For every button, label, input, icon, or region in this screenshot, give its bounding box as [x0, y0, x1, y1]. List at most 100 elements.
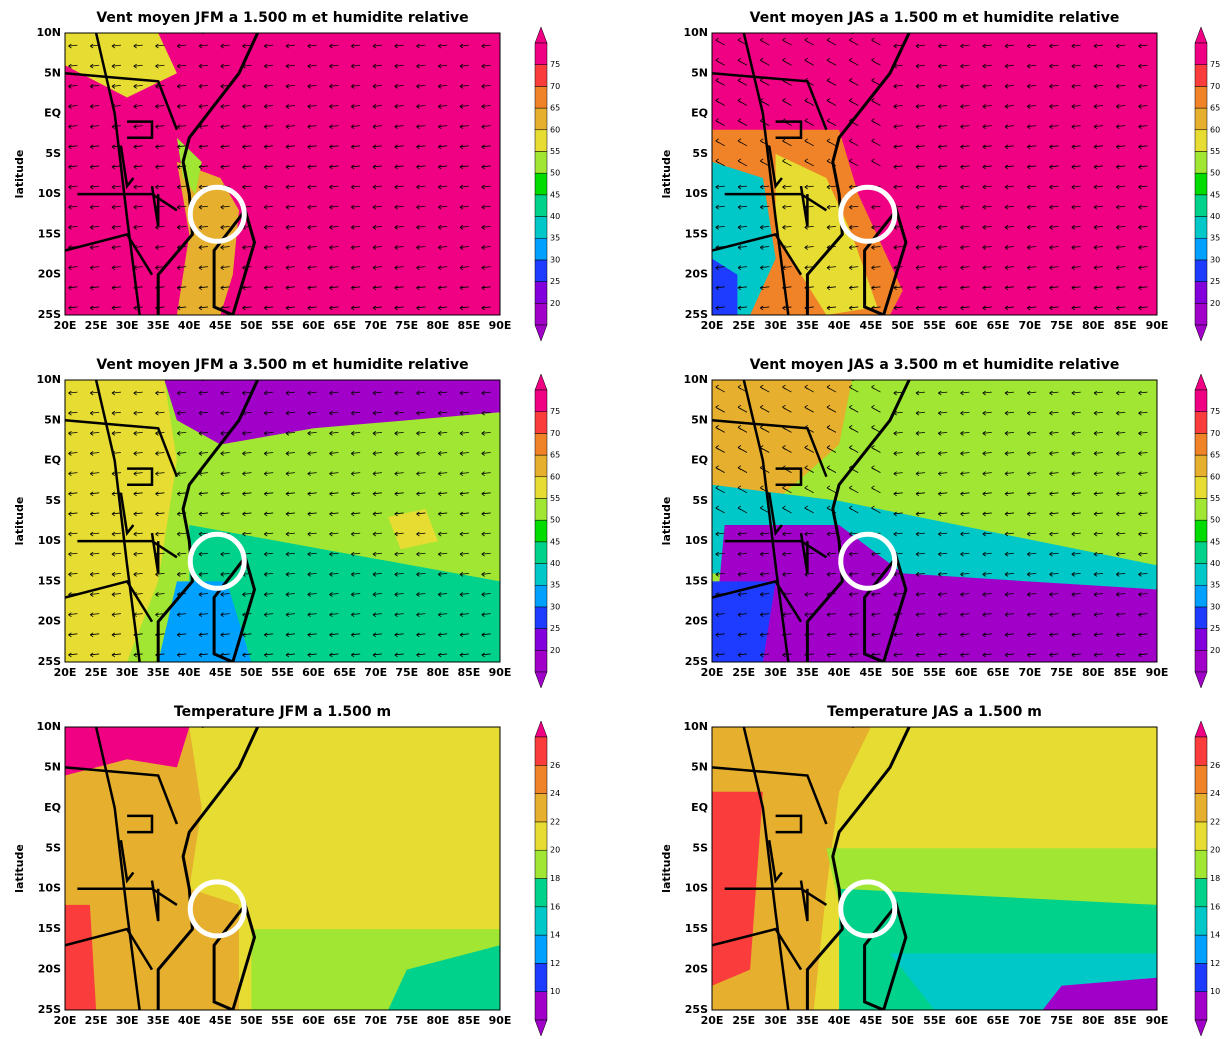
wind-arrow	[89, 104, 100, 109]
wind-arrow	[350, 63, 361, 69]
border	[127, 120, 154, 139]
border	[94, 33, 141, 315]
wind-arrow	[372, 551, 382, 557]
wind-arrow	[89, 164, 100, 170]
wind-arrow	[220, 410, 230, 416]
lon-label: 30E	[116, 666, 139, 679]
wind-arrow	[307, 592, 317, 597]
border	[724, 887, 828, 906]
wind-arrow	[893, 104, 903, 109]
wind-arrow	[459, 84, 469, 89]
lon-label: 20E	[701, 319, 724, 332]
wind-arrow	[68, 390, 78, 396]
wind-arrow	[394, 592, 404, 597]
colorbar-segment	[534, 765, 548, 794]
wind-arrow	[350, 551, 361, 557]
colorbar-label: 45	[550, 190, 560, 199]
wind-arrow	[1004, 451, 1015, 456]
wind-arrow	[960, 551, 970, 557]
wind-arrow	[481, 104, 491, 109]
wind-arrow	[329, 410, 339, 416]
wind-arrow	[960, 104, 970, 109]
wind-arrow	[176, 225, 187, 230]
border	[724, 539, 828, 559]
border	[799, 185, 809, 227]
wind-arrow	[111, 285, 121, 291]
wind-arrow	[198, 451, 208, 456]
wind-arrow	[198, 390, 208, 396]
wind-arrow	[176, 612, 187, 617]
map-panel: Temperature JFM a 1.500 m 10N 5N EQ 5S 10S 15S…	[13, 704, 560, 1037]
wind-arrow	[481, 592, 491, 597]
wind-arrow	[871, 118, 881, 127]
wind-arrow	[263, 410, 274, 416]
wind-arrow	[285, 285, 295, 291]
field	[712, 33, 1157, 315]
wind-arrow	[1049, 63, 1059, 69]
wind-arrow	[350, 204, 361, 210]
wind-arrow	[437, 511, 448, 517]
wind-arrow	[1093, 265, 1104, 270]
border	[742, 727, 790, 1010]
lon-label: 70E	[1018, 666, 1041, 679]
wind-arrow	[782, 37, 792, 46]
wind-arrow	[1026, 245, 1037, 250]
wind-arrow	[111, 63, 121, 69]
wind-arrow	[1071, 204, 1081, 210]
colorbar-segment	[1194, 934, 1208, 964]
wind-arrow	[307, 511, 317, 517]
wind-arrow	[68, 652, 78, 658]
wind-arrow	[350, 592, 361, 597]
wind-arrow	[394, 285, 404, 291]
wind-arrow	[982, 511, 992, 517]
wind-arrow	[459, 43, 469, 49]
wind-arrow	[1026, 285, 1037, 291]
lat-label: 20S	[685, 268, 708, 281]
wind-arrow	[176, 632, 187, 638]
wind-arrow	[68, 612, 78, 617]
wind-arrow	[285, 410, 295, 416]
wind-arrow	[198, 431, 208, 436]
wind-arrow	[982, 144, 992, 150]
wind-arrow	[1093, 652, 1104, 658]
colorbar-segment	[1194, 151, 1208, 174]
wind-arrow	[960, 43, 970, 49]
lat-label: 25S	[685, 655, 708, 668]
wind-arrow	[1071, 491, 1081, 497]
wind-arrow	[1004, 491, 1015, 497]
wind-arrow	[133, 390, 143, 396]
colorbar-segment	[1194, 64, 1208, 87]
wind-arrow	[982, 491, 992, 497]
wind-arrow	[1093, 491, 1104, 497]
wind-arrow	[329, 184, 339, 190]
wind-arrow	[285, 390, 295, 396]
wind-arrow	[937, 285, 948, 291]
lat-label: 5N	[44, 66, 61, 79]
wind-arrow	[804, 505, 814, 514]
wind-arrow	[1004, 43, 1015, 49]
contour-region	[1042, 977, 1157, 1010]
wind-arrow	[307, 124, 317, 129]
wind-arrow	[826, 138, 837, 147]
wind-arrow	[893, 164, 903, 170]
wind-arrow	[242, 632, 252, 638]
wind-arrow	[89, 451, 100, 456]
wind-arrow	[937, 225, 948, 230]
colorbar-label: 50	[550, 169, 560, 178]
wind-arrow	[89, 511, 100, 517]
lat-label: 15S	[38, 227, 61, 240]
wind-arrow	[1004, 305, 1015, 311]
wind-arrow	[1115, 451, 1126, 456]
wind-arrow	[1093, 592, 1104, 597]
wind-arrow	[350, 511, 361, 517]
panel-title: Temperature JFM a 1.500 m	[174, 704, 391, 720]
colorbar-segment	[534, 498, 548, 521]
wind-arrow	[915, 632, 926, 638]
wind-arrow	[937, 451, 948, 456]
lon-label: 55E	[923, 319, 946, 332]
lat-label: 5S	[45, 494, 61, 507]
wind-arrow	[1026, 572, 1037, 577]
colorbar-segment	[534, 151, 548, 174]
wind-arrow	[350, 43, 361, 49]
